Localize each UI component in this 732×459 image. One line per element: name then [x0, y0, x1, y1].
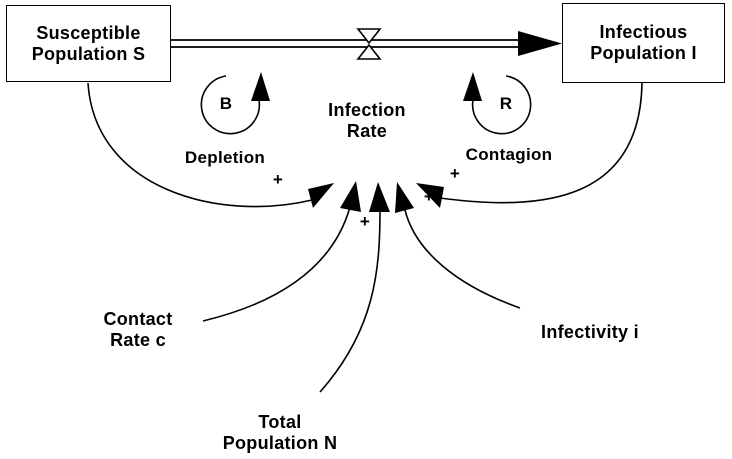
polarity-infectivity-link: + [449, 164, 461, 183]
depletion-loop-icon [200, 72, 270, 135]
contagion-loop-name: Contagion [465, 145, 553, 164]
link-infectivity-to-rate [395, 182, 521, 309]
depletion-loop-letter: B [219, 94, 233, 113]
contagion-loop-icon [463, 72, 532, 135]
infectious-stock-label: Infectious Population I [562, 22, 725, 64]
infection-flow-pipe [171, 31, 562, 56]
contact-rate-line1: Contact [103, 309, 173, 329]
contagion-loop-letter: R [499, 94, 513, 113]
polarity-total-link: + [423, 187, 435, 206]
link-total-to-rate [319, 182, 390, 393]
valve-icon [356, 28, 382, 60]
link-susceptible-to-rate [87, 82, 334, 208]
infection-rate-line2: Rate [346, 121, 388, 141]
susceptible-stock-label: Susceptible Population S [6, 23, 171, 65]
total-population-line1: Total [258, 412, 302, 432]
polarity-contact-link: + [359, 212, 371, 231]
link-contact-to-rate [202, 181, 361, 322]
contact-rate-line2: Rate c [110, 330, 166, 350]
link-infectious-to-rate [416, 82, 643, 208]
total-population-line2: Population N [222, 433, 338, 453]
flow-arrowhead [518, 31, 562, 56]
infectivity-label: Infectivity i [541, 322, 639, 342]
infectious-stock-box [562, 3, 725, 83]
susceptible-label-line2: Population S [31, 44, 146, 64]
infectious-label-line1: Infectious [599, 22, 688, 42]
infection-rate-label: Infection Rate [307, 100, 427, 142]
infectious-label-line2: Population I [590, 43, 697, 63]
susceptible-stock-box [6, 5, 171, 82]
depletion-loop-name: Depletion [184, 148, 266, 167]
contact-rate-label: Contact Rate c [88, 309, 188, 351]
susceptible-label-line1: Susceptible [36, 23, 141, 43]
infection-rate-line1: Infection [328, 100, 406, 120]
polarity-susceptible-link: + [272, 170, 284, 189]
total-population-label: Total Population N [200, 412, 360, 454]
